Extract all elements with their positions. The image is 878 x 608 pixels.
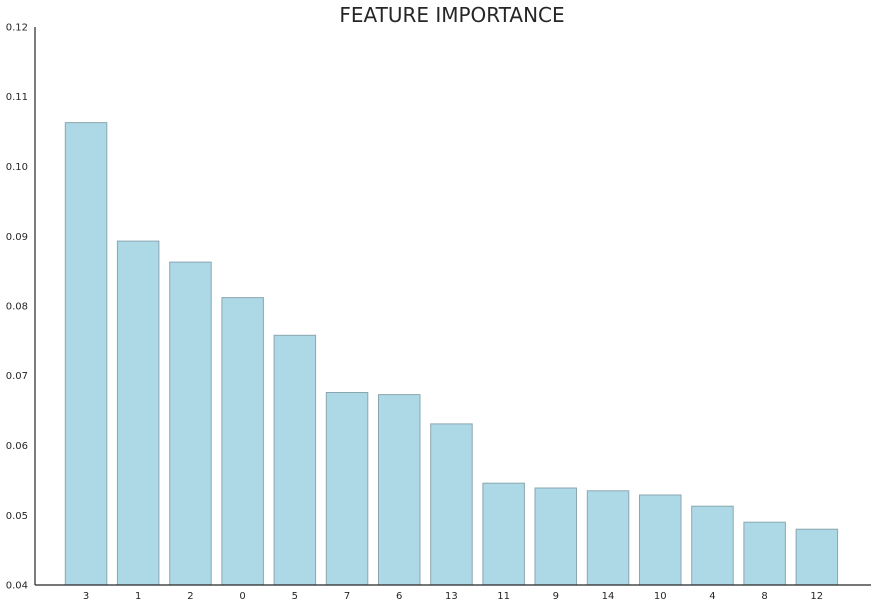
x-tick-label: 11 xyxy=(497,591,510,602)
y-tick-label: 0.11 xyxy=(6,92,28,103)
bar-feature-11 xyxy=(482,482,525,586)
bar-feature-3 xyxy=(64,122,108,586)
bar-feature-9 xyxy=(534,487,577,586)
bars-group xyxy=(64,122,839,586)
y-tick-label: 0.12 xyxy=(6,23,28,34)
x-tick-label: 9 xyxy=(553,591,559,602)
x-tick-label: 0 xyxy=(239,591,245,602)
bar-feature-13 xyxy=(430,423,473,586)
bar-feature-0 xyxy=(221,297,264,586)
x-axis-ticks: 3 1 2 0 5 7 6 13 11 9 14 10 4 8 12 xyxy=(83,591,823,602)
bar-feature-8 xyxy=(743,521,786,586)
y-tick-label: 0.07 xyxy=(6,371,28,382)
x-tick-label: 13 xyxy=(445,591,458,602)
y-axis-ticks: 0.04 0.05 0.06 0.07 0.08 0.09 0.10 0.11 0.12 xyxy=(6,23,28,592)
bar-feature-1 xyxy=(116,240,160,586)
x-tick-label: 8 xyxy=(761,591,767,602)
bar-feature-10 xyxy=(639,494,682,586)
x-tick-label: 12 xyxy=(810,591,823,602)
y-tick-label: 0.08 xyxy=(6,302,28,313)
bar-feature-4 xyxy=(691,505,734,586)
x-tick-label: 7 xyxy=(344,591,350,602)
x-tick-label: 14 xyxy=(602,591,615,602)
bar-feature-12 xyxy=(795,528,839,586)
x-tick-label: 10 xyxy=(654,591,667,602)
x-tick-label: 5 xyxy=(292,591,298,602)
x-tick-label: 1 xyxy=(135,591,141,602)
bar-feature-6 xyxy=(378,394,421,586)
bar-feature-5 xyxy=(273,334,317,586)
bar-feature-2 xyxy=(169,261,212,586)
y-tick-label: 0.04 xyxy=(6,581,28,592)
y-tick-label: 0.05 xyxy=(6,511,28,522)
x-tick-label: 3 xyxy=(83,591,89,602)
chart-title: FEATURE IMPORTANCE xyxy=(339,3,564,27)
x-tick-label: 4 xyxy=(709,591,715,602)
bar-feature-14 xyxy=(586,490,630,586)
y-tick-label: 0.06 xyxy=(6,441,28,452)
x-tick-label: 2 xyxy=(187,591,193,602)
x-tick-label: 6 xyxy=(396,591,402,602)
y-tick-label: 0.09 xyxy=(6,232,28,243)
bar-feature-7 xyxy=(325,392,369,586)
y-tick-label: 0.10 xyxy=(6,162,28,173)
